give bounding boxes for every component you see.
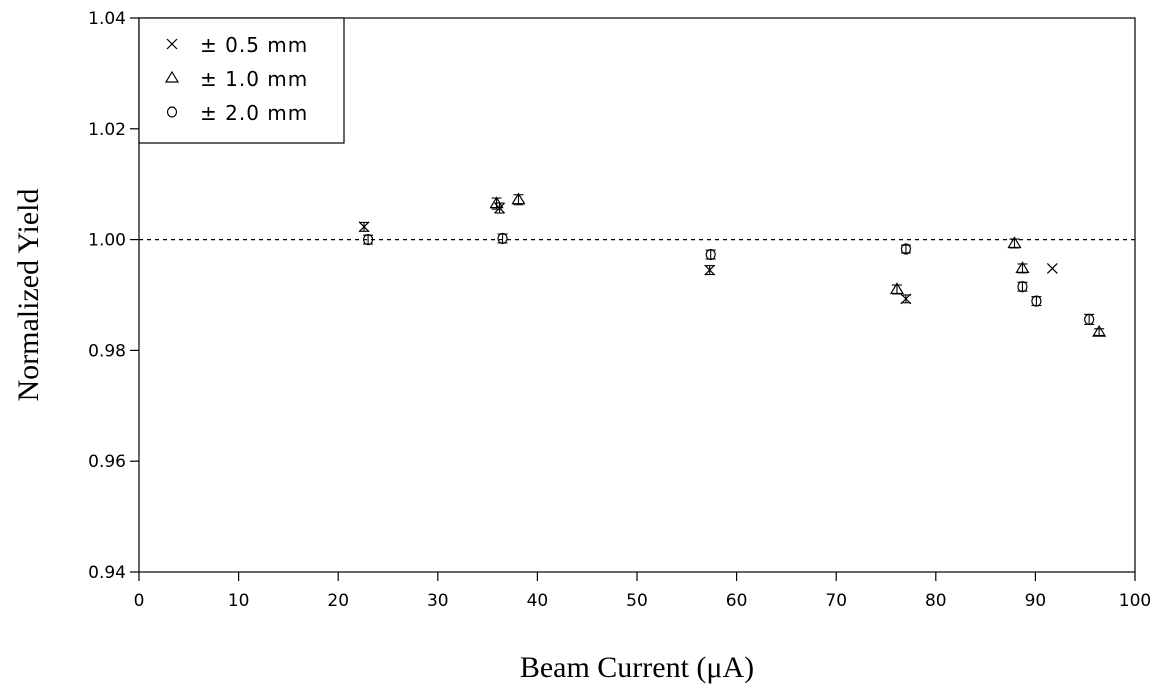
marker-shape	[489, 196, 504, 209]
data-point	[705, 248, 716, 261]
legend-label: ± 2.0 mm	[200, 101, 308, 125]
marker-stroke	[166, 38, 178, 50]
point-marker	[1084, 313, 1095, 325]
data-point	[704, 264, 716, 276]
legend: ± 0.5 mm ± 1.0 mm ± 2.0 mm	[138, 17, 345, 144]
marker-shape	[511, 192, 526, 205]
point-marker	[1015, 261, 1030, 274]
data-point	[362, 234, 374, 246]
marker-shape	[889, 282, 905, 295]
point-marker	[362, 234, 374, 246]
point-marker	[900, 293, 912, 305]
legend-label: ± 0.5 mm	[200, 33, 308, 57]
y-tick-label: 0.96	[88, 452, 126, 472]
data-point	[497, 232, 508, 245]
x-axis-title: Beam Current (μA)	[520, 651, 754, 684]
point-marker	[1046, 262, 1058, 274]
x-tick-label: 90	[1025, 591, 1047, 611]
marker-stroke	[1046, 262, 1058, 274]
point-marker	[705, 248, 716, 261]
legend-label: ± 1.0 mm	[200, 67, 308, 91]
y-axis: 0.94 0.96 0.98 1.00 1.02 1.04	[88, 9, 139, 583]
y-tick-label: 1.02	[88, 120, 126, 140]
marker-stroke	[704, 264, 716, 276]
x-tick-label: 0	[134, 591, 145, 611]
data-point	[900, 293, 912, 305]
point-marker	[889, 282, 905, 295]
point-marker	[497, 232, 508, 245]
y-tick-label: 1.04	[88, 9, 126, 29]
data-point	[900, 243, 912, 255]
point-marker	[1007, 236, 1022, 249]
y-tick-label: 0.94	[88, 563, 126, 583]
point-marker	[900, 243, 912, 255]
marker-shape	[1015, 261, 1030, 274]
data-points	[358, 192, 1107, 337]
marker-shape	[1007, 236, 1022, 249]
point-marker	[1031, 295, 1042, 307]
x-tick-label: 20	[327, 591, 349, 611]
legend-marker	[164, 70, 180, 83]
marker-stroke	[900, 293, 912, 305]
x-tick-label: 30	[427, 591, 449, 611]
marker-shape	[1017, 281, 1028, 293]
data-point	[489, 196, 504, 210]
point-marker	[489, 196, 504, 209]
y-tick-label: 0.98	[88, 341, 126, 361]
x-tick-label: 40	[527, 591, 549, 611]
marker-shape	[1031, 295, 1042, 307]
data-point	[1084, 313, 1095, 325]
marker-shape	[1092, 324, 1107, 337]
data-point	[1046, 262, 1058, 274]
data-point	[1007, 236, 1022, 249]
data-point	[1031, 295, 1042, 307]
data-point	[1092, 324, 1107, 337]
x-tick-label: 10	[228, 591, 250, 611]
x-axis: 0 10 20 30 40 50 60 70 80 90 100	[134, 572, 1151, 611]
marker-shape	[900, 243, 912, 255]
marker-shape	[362, 234, 374, 246]
legend-box	[138, 17, 345, 144]
data-point	[1017, 281, 1028, 293]
legend-marker	[166, 38, 178, 50]
point-marker	[1017, 281, 1028, 293]
x-tick-label: 80	[925, 591, 947, 611]
x-tick-label: 50	[626, 591, 648, 611]
marker-stroke	[358, 221, 370, 233]
legend-marker	[166, 106, 178, 118]
point-marker	[358, 221, 370, 233]
data-point	[358, 221, 370, 233]
point-marker	[1092, 324, 1107, 337]
data-point	[511, 192, 526, 206]
y-tick-label: 1.00	[88, 231, 126, 251]
marker-shape	[166, 106, 178, 118]
marker-shape	[497, 232, 508, 245]
data-point	[1015, 261, 1030, 274]
marker-shape	[705, 248, 716, 261]
marker-shape	[1084, 313, 1095, 325]
y-axis-title: Normalized Yield	[12, 189, 45, 402]
point-marker	[511, 192, 526, 205]
x-tick-label: 60	[726, 591, 748, 611]
point-marker	[704, 264, 716, 276]
x-tick-label: 70	[825, 591, 847, 611]
marker-shape	[164, 70, 180, 83]
x-tick-label: 100	[1119, 591, 1151, 611]
data-point	[889, 282, 905, 295]
